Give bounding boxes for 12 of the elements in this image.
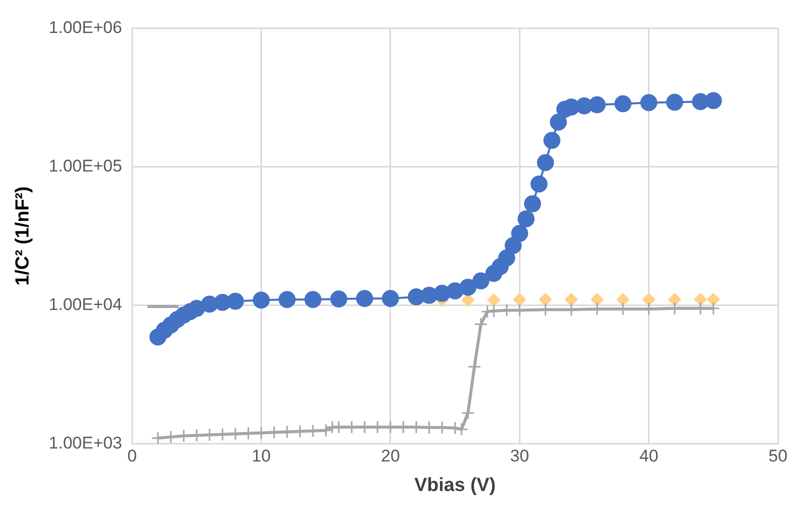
y-tick-label: 1.00E+05	[48, 156, 122, 176]
y-tick-label: 1.00E+06	[48, 18, 122, 37]
x-tick-label: 40	[639, 446, 658, 466]
y-tick-label: 1.00E+04	[48, 294, 122, 314]
x-tick-label: 30	[510, 446, 530, 466]
x-tick-label: 50	[768, 446, 788, 466]
x-tick-label: 0	[127, 446, 137, 466]
x-axis-title: Vbias (V)	[414, 474, 496, 496]
y-tick-label: 1.00E+03	[48, 433, 122, 452]
y-axis-title: 1/C² (1/nF²)	[12, 186, 34, 286]
x-tick-label: 10	[252, 446, 271, 466]
x-tick-label: 20	[380, 446, 400, 466]
